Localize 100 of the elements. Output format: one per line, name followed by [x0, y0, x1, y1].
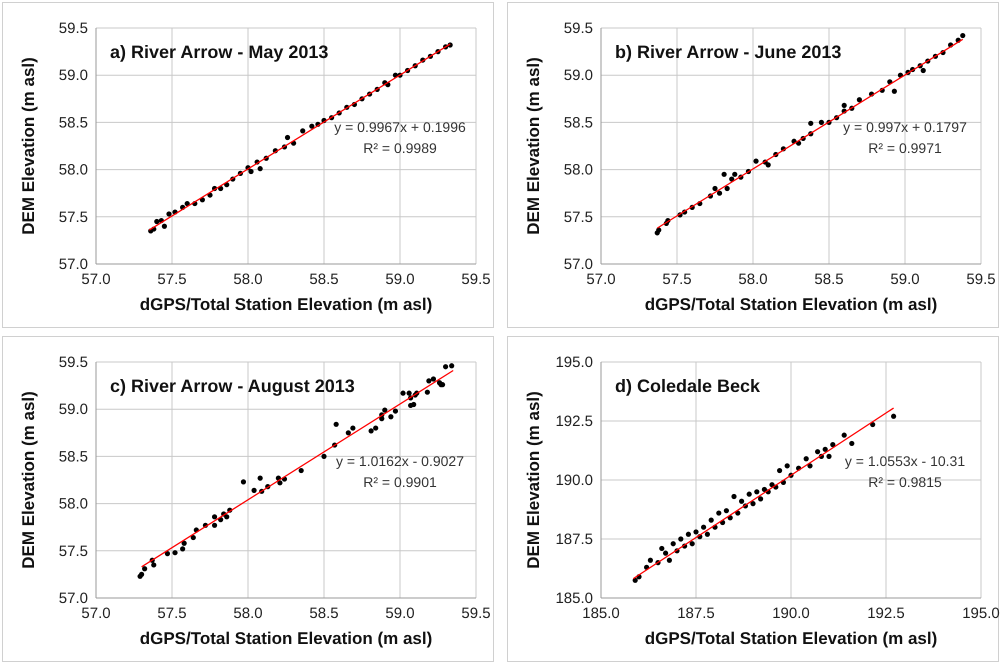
point: [849, 440, 854, 446]
y-tick-label: 57.5: [58, 542, 88, 560]
x-tick-label: 59.0: [890, 271, 920, 288]
point: [300, 128, 306, 134]
y-tick-label: 57.0: [564, 256, 593, 273]
point: [731, 494, 737, 500]
point: [284, 134, 290, 140]
y-tick-label: 58.0: [58, 496, 88, 513]
point: [388, 414, 394, 420]
y-tick-label: 185.0: [555, 590, 593, 607]
x-tick-label: 58.0: [233, 271, 263, 288]
x-tick-label: 190.0: [772, 605, 810, 622]
point: [424, 390, 430, 395]
x-tick-label: 57.5: [157, 605, 187, 622]
annotation: y = 1.0162x - 0.9027: [336, 452, 464, 469]
point: [818, 120, 824, 125]
annotation: R² = 0.9989: [363, 140, 437, 156]
y-tick-label: 59.0: [58, 67, 88, 84]
point: [754, 489, 760, 494]
point: [842, 432, 847, 438]
x-tick-label: 59.0: [385, 271, 415, 288]
point: [251, 488, 257, 493]
point: [826, 454, 832, 459]
point: [190, 534, 196, 540]
x-tick-label: 57.0: [81, 271, 111, 288]
point: [162, 224, 167, 229]
point: [277, 480, 283, 486]
y-tick-label: 59.5: [58, 20, 88, 37]
point: [729, 176, 734, 182]
point: [815, 449, 820, 454]
point: [724, 508, 729, 514]
x-tick-label: 195.0: [962, 605, 1000, 622]
point: [151, 562, 156, 568]
x-tick-label: 57.5: [662, 271, 692, 288]
point: [753, 158, 759, 164]
point: [298, 468, 304, 474]
y-tick-label: 58.5: [564, 114, 593, 132]
point: [258, 476, 263, 481]
point: [180, 546, 186, 552]
point: [443, 364, 448, 370]
y-tick-label: 59.5: [58, 354, 88, 371]
point: [777, 468, 782, 474]
annotation: R² = 0.9815: [868, 474, 942, 490]
point: [856, 97, 862, 102]
text: c) River Arrow - August 2013: [110, 376, 355, 396]
point: [712, 186, 718, 192]
point: [666, 558, 672, 563]
x-tick-label: 59.5: [461, 271, 491, 288]
point: [808, 120, 814, 126]
point: [701, 524, 706, 530]
y-tick-label: 59.5: [564, 20, 593, 37]
point: [321, 454, 327, 459]
point: [346, 430, 351, 436]
y-tick-label: 57.0: [58, 256, 88, 273]
y-tick-label: 59.0: [564, 67, 593, 84]
x-tick-label: 57.5: [157, 271, 187, 288]
point: [406, 390, 412, 396]
x-tick-label: 58.0: [233, 605, 263, 622]
point: [154, 218, 160, 224]
point: [724, 186, 730, 192]
x-tick-label: 59.5: [461, 605, 491, 622]
annotation: y = 1.0553x - 10.31: [844, 452, 966, 469]
point: [212, 514, 218, 520]
point: [430, 376, 436, 382]
x-axis-title: dGPS/Total Station Elevation (m asl): [140, 295, 432, 314]
y-axis-title: DEM Elevation (m asl): [19, 57, 38, 235]
point: [392, 408, 398, 414]
text: a) River Arrow - May 2013: [110, 42, 328, 62]
y-tick-label: 58.5: [58, 114, 88, 132]
point: [449, 363, 454, 368]
point: [892, 88, 897, 94]
x-tick-label: 57.0: [81, 605, 111, 622]
point: [182, 540, 187, 546]
point: [704, 532, 710, 537]
point: [891, 414, 896, 419]
point: [822, 446, 828, 452]
y-tick-label: 190.0: [555, 472, 593, 489]
point: [920, 68, 926, 74]
point: [309, 124, 314, 129]
y-tick-label: 192.5: [555, 413, 593, 430]
x-axis-title: dGPS/Total Station Elevation (m asl): [140, 629, 432, 648]
point: [224, 514, 230, 520]
point: [426, 378, 432, 384]
x-tick-label: 59.5: [966, 271, 996, 288]
x-tick-label: 57.0: [586, 271, 616, 288]
point: [708, 518, 714, 523]
point: [248, 168, 254, 174]
y-tick-label: 58.0: [564, 162, 593, 179]
point: [632, 578, 638, 583]
point: [758, 496, 764, 502]
y-tick-label: 195.0: [555, 354, 593, 371]
annotation: R² = 0.9971: [868, 140, 942, 156]
x-tick-label: 187.5: [677, 605, 715, 622]
x-tick-label: 192.5: [867, 605, 905, 622]
point: [411, 402, 416, 408]
x-tick-label: 58.0: [738, 271, 768, 288]
point: [693, 529, 699, 535]
x-axis-title: dGPS/Total Station Elevation (m asl): [644, 295, 938, 314]
point: [732, 172, 738, 177]
x-tick-label: 58.5: [309, 271, 339, 288]
